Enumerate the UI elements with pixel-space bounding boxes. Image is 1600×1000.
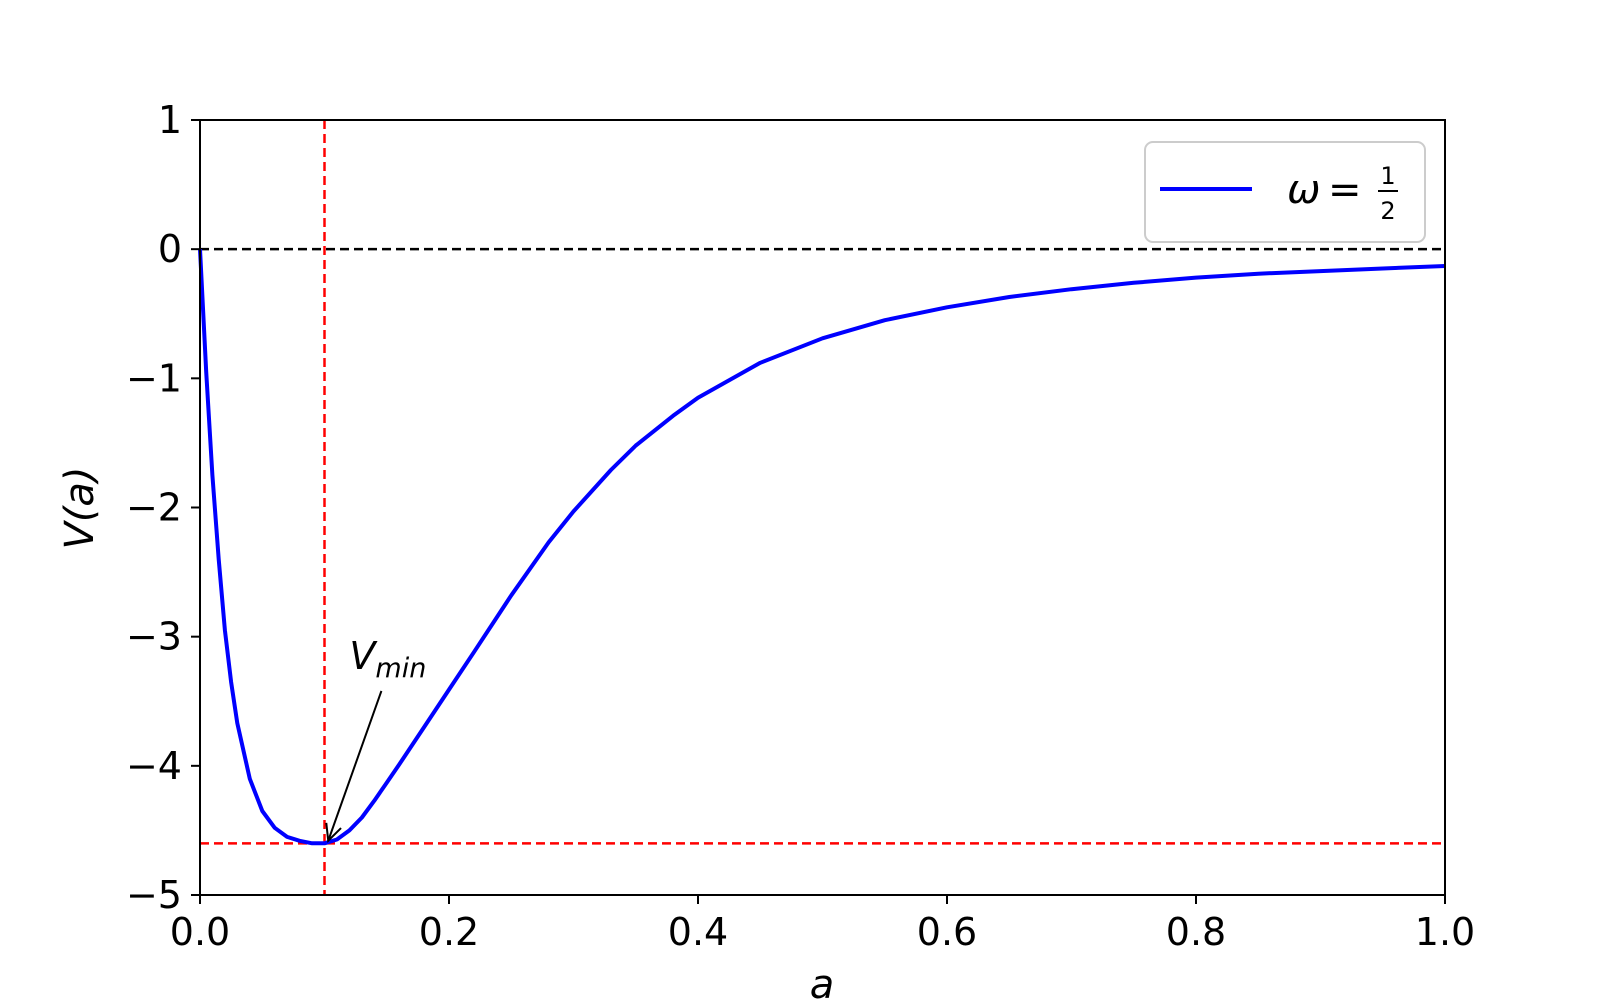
annotation-label: Vmin	[349, 634, 426, 684]
x-tick-label: 0.2	[419, 910, 479, 954]
legend-denominator: 2	[1380, 197, 1395, 225]
legend-box	[1144, 141, 1426, 243]
y-tick-label: −5	[126, 873, 182, 917]
annotation-arrow-head	[325, 822, 342, 843]
x-tick-label: 0.4	[668, 910, 728, 954]
y-tick-label: −3	[126, 615, 182, 659]
x-tick-label: 0.8	[1166, 910, 1226, 954]
y-tick-label: 0	[158, 227, 182, 271]
legend-numerator: 1	[1380, 162, 1395, 190]
y-tick-label: −4	[126, 744, 182, 788]
x-tick-label: 0.0	[170, 910, 230, 954]
series-line-0	[198, 249, 1446, 846]
x-axis-label: a	[810, 962, 835, 1000]
x-tick-label: 0.6	[917, 910, 977, 954]
series-layer	[198, 249, 1446, 846]
legend-equals: =	[1328, 167, 1362, 213]
x-axis-ticks: 0.0 0.2 0.4 0.6 0.8 1.0	[170, 895, 1475, 954]
annotation-arrow-shaft	[327, 690, 383, 842]
annotation: Vmin	[325, 634, 426, 843]
y-axis-label: V(a)	[57, 466, 103, 549]
y-axis-ticks: 1 0 −1 −2 −3 −4 −5	[126, 98, 200, 917]
y-tick-label: 1	[158, 98, 182, 142]
y-tick-label: −2	[126, 486, 182, 530]
y-tick-label: −1	[126, 356, 182, 400]
reference-lines	[200, 120, 1445, 895]
legend-symbol: ω	[1287, 167, 1321, 213]
legend: ω = 1 2	[1144, 141, 1426, 243]
x-tick-label: 1.0	[1415, 910, 1475, 954]
